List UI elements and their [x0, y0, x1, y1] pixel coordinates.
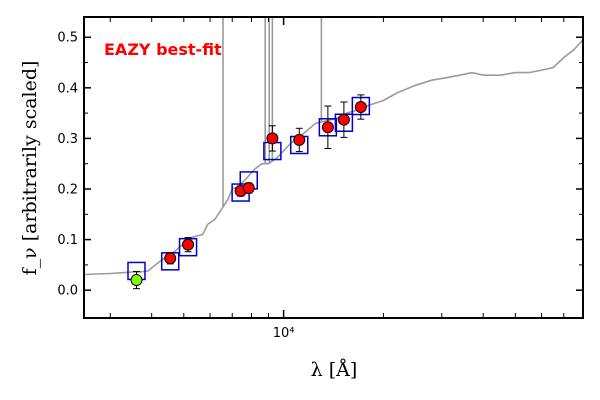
- y-tick-label: 0.0: [57, 284, 78, 299]
- x-tick-label: 10⁴: [273, 326, 295, 341]
- y-tick-label: 0.1: [57, 233, 78, 248]
- annotation-label: EAZY best-fit: [104, 40, 222, 59]
- ticks-layer: 0.0 0.1 0.2 0.3 0.4 0.5 10⁴: [57, 17, 583, 341]
- observed-flux-point: [293, 133, 306, 146]
- observed-flux-point: [130, 274, 143, 287]
- observed-flux-point: [182, 238, 195, 251]
- observed-flux-point: [354, 101, 367, 114]
- y-tick-label: 0.2: [57, 183, 78, 198]
- observed-flux-point: [242, 181, 255, 194]
- y-tick-label: 0.5: [57, 31, 78, 46]
- plot-frame: [83, 16, 584, 319]
- observed-photometry-layer: [130, 94, 367, 290]
- x-axis-label: λ [Å]: [311, 359, 358, 381]
- observed-flux-point: [321, 121, 334, 134]
- y-tick-label: 0.4: [57, 81, 78, 96]
- observed-flux-point: [164, 252, 177, 265]
- observed-flux-point: [266, 132, 279, 145]
- observed-flux-point: [337, 113, 350, 126]
- y-axis-label: f_ν [arbitrarily scaled]: [19, 61, 41, 276]
- y-tick-label: 0.3: [57, 132, 78, 147]
